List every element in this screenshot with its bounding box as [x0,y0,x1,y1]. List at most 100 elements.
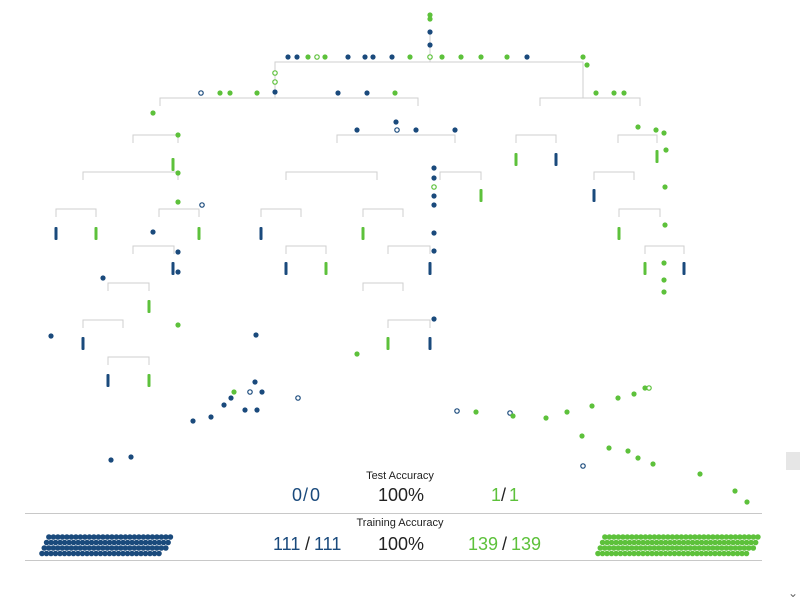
training-point-green [669,545,676,551]
sample-point [621,90,627,96]
training-point-blue [127,534,133,540]
training-point-blue [122,534,129,540]
training-point-blue [113,534,120,540]
training-accuracy-row: 111 / 111 100% 139 / 139 [0,534,800,560]
sample-point [150,229,156,235]
training-point-green [631,539,637,546]
split-bracket [539,97,641,106]
sample-point [217,90,223,96]
training-point-green [694,550,700,557]
split-bracket [387,319,431,328]
sample-point [190,418,196,424]
training-point-blue [50,545,57,551]
sample-point [431,316,437,322]
leaf-bar [428,262,432,275]
sample-point-test [394,127,400,133]
chevron-down-icon[interactable]: ⌄ [787,586,798,600]
training-point-green [683,545,689,551]
training-point-blue [154,545,160,551]
training-blue-separator: / [305,534,311,554]
sample-point [431,175,437,181]
training-point-green [705,545,712,551]
sample-point-test [454,408,460,414]
training-point-green [651,545,658,551]
training-point-blue [95,534,102,540]
training-point-green [692,534,698,540]
sample-point [175,170,181,176]
sample-point [227,90,233,96]
training-point-blue [79,539,86,546]
training-point-blue [43,550,50,557]
sample-point [653,127,659,133]
leaf-bar [106,374,110,387]
training-point-green [615,534,622,540]
sample-point [452,127,458,133]
training-point-green [624,534,631,540]
tree-split-lines [55,30,685,365]
training-point-blue [70,550,77,557]
training-point-blue [86,534,93,540]
training-point-blue [64,534,70,540]
training-point-blue [160,539,167,546]
training-point-blue [109,534,115,540]
training-blue-total: 111 [314,534,342,554]
training-point-green [604,539,610,546]
training-point-green [710,545,716,551]
training-point-blue [91,534,97,540]
training-point-green [642,545,649,551]
split-bracket [617,134,658,143]
training-point-green [714,545,721,551]
training-point-green [626,539,633,546]
training-point-blue [57,550,63,557]
sample-point-test [580,463,586,469]
split-bracket [132,245,175,254]
leaf-bar [592,189,596,202]
leaf-bar [147,300,151,313]
training-point-blue [93,550,99,557]
training-point-green [597,545,604,551]
training-point-green [644,539,651,546]
training-point-green [689,550,696,557]
sample-point [662,184,668,190]
training-point-green [725,539,732,546]
sample-point [305,54,311,60]
training-point-green [608,550,615,557]
scrollbar-thumb[interactable] [786,452,800,470]
training-point-green [595,550,601,557]
training-point-blue [55,545,61,551]
training-point-blue [82,545,88,551]
training-point-green [694,539,700,546]
sample-point [661,130,667,136]
training-point-green [712,539,718,546]
training-point-green [734,550,741,557]
sample-point [564,409,570,415]
training-point-blue [95,545,102,551]
training-point-green [698,539,705,546]
training-point-blue [151,539,158,546]
sample-point [439,54,445,60]
sample-point [593,90,599,96]
sample-points [48,12,750,505]
training-point-blue [84,550,90,557]
training-point-green [721,539,727,546]
training-point-blue [57,539,63,546]
training-point-blue [156,550,162,557]
sample-point [370,54,376,60]
training-point-blue [111,539,117,546]
training-point-green [602,534,608,540]
sample-point [662,222,668,228]
training-point-blue [64,545,70,551]
training-point-green [703,550,709,557]
training-point-green [656,545,662,551]
training-point-blue [147,550,153,557]
training-point-blue [138,550,144,557]
tree-leaf-bars [54,150,686,387]
split-bracket [285,245,327,254]
training-point-green [660,545,667,551]
test-green-correct: 1 [491,485,502,505]
training-point-blue [158,545,165,551]
sample-point [431,230,437,236]
training-point-green [737,534,743,540]
training-point-blue [75,539,81,546]
split-bracket [55,208,97,217]
